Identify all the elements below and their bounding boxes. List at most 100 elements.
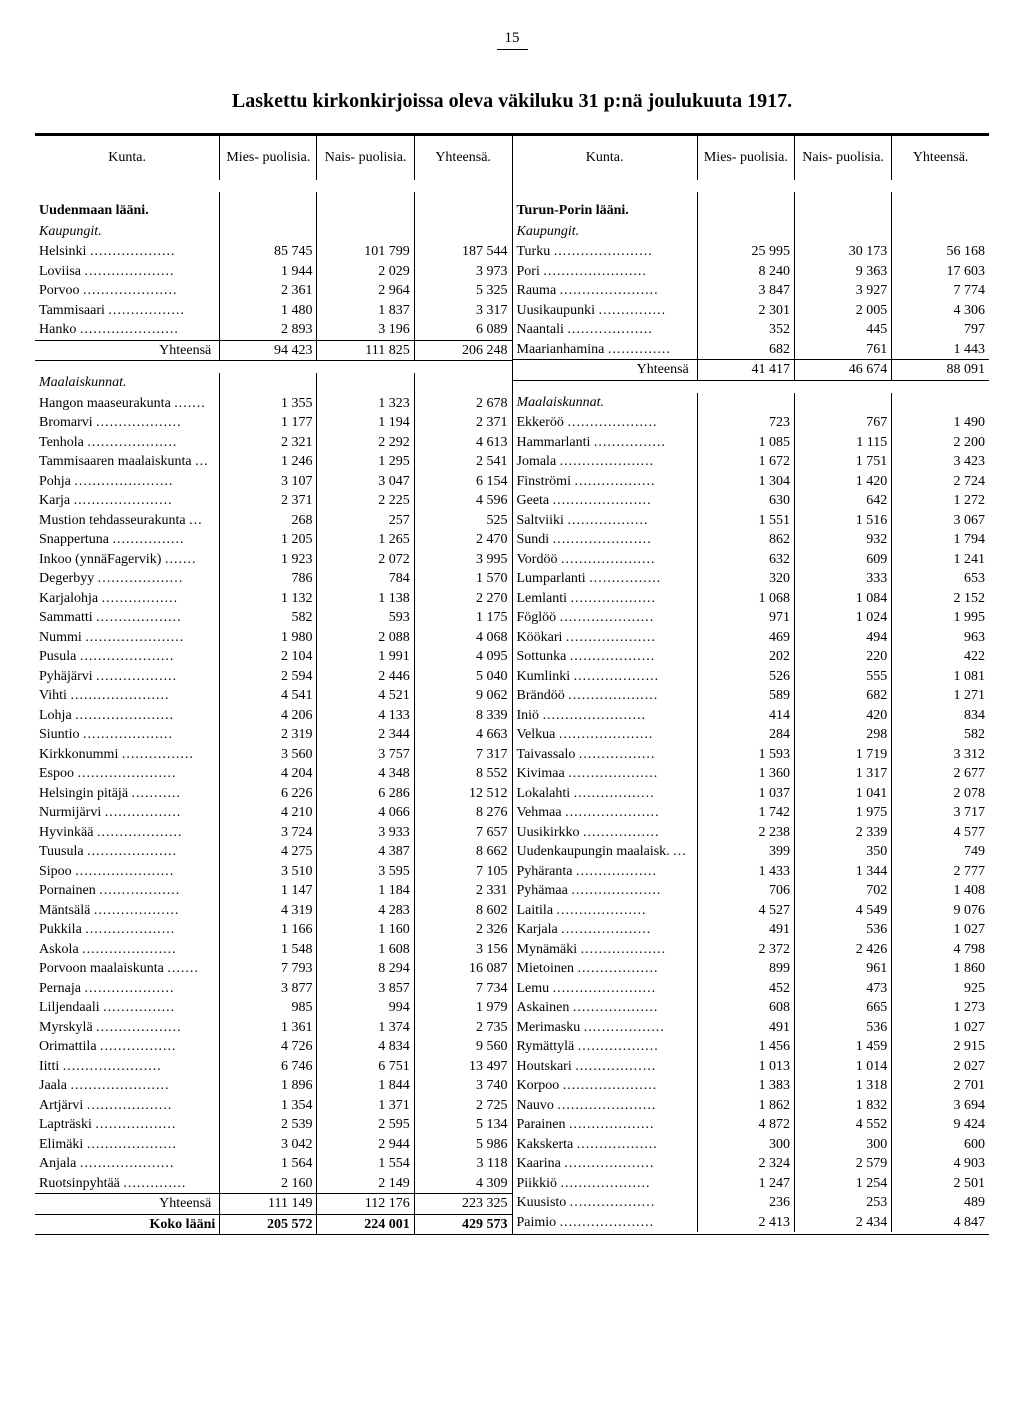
table-row: Piikkiö .................... 1 247 1 254… [513,1174,990,1194]
table-row: Hyvinkää ................... 3 724 3 933… [35,823,512,843]
total-row: Yhteensä 41 417 46 674 88 091 [513,360,990,381]
table-row: Helsinki ................... 85 745 101 … [35,242,512,262]
table-row: Brändöö .................... 589 682 1 2… [513,686,990,706]
table-row: Kivimaa .................... 1 360 1 317… [513,764,990,784]
section-head: Uudenmaan lääni. [35,192,512,222]
table-row: Uusikirkko ................. 2 238 2 339… [513,823,990,843]
table-row: Pohja ...................... 3 107 3 047… [35,472,512,492]
table-row: Hanko ...................... 2 893 3 196… [35,320,512,340]
table-row: Nurmijärvi ................. 4 210 4 066… [35,803,512,823]
table-row: Rauma ...................... 3 847 3 927… [513,281,990,301]
table-row: Hangon maaseurakunta ....... 1 355 1 323… [35,394,512,414]
table-row: Snappertuna ................ 1 205 1 265… [35,530,512,550]
table-row: Hammarlanti ................ 1 085 1 115… [513,433,990,453]
page-number: 15 [497,30,528,50]
table-row: Anjala ..................... 1 564 1 554… [35,1154,512,1174]
table-row: Tammisaaren maalaiskunta ... 1 246 1 295… [35,452,512,472]
th-yht: Yhteensä. [892,136,989,181]
table-row: Geeta ...................... 630 642 1 2… [513,491,990,511]
table-row: Houtskari .................. 1 013 1 014… [513,1057,990,1077]
table-row: Elimäki .................... 3 042 2 944… [35,1135,512,1155]
table-row: Kumlinki ................... 526 555 1 0… [513,667,990,687]
table-row: Myrskylä ................... 1 361 1 374… [35,1018,512,1038]
table-row: Merimasku .................. 491 536 1 0… [513,1018,990,1038]
table-row: Askainen ................... 608 665 1 2… [513,998,990,1018]
table-row: Orimattila ................. 4 726 4 834… [35,1037,512,1057]
table-row: Karjala .................... 491 536 1 0… [513,920,990,940]
table-row: Vordöö ..................... 632 609 1 2… [513,550,990,570]
table-row: Tuusula .................... 4 275 4 387… [35,842,512,862]
table-row: Mietoinen .................. 899 961 1 8… [513,959,990,979]
table-row: Kaarina .................... 2 324 2 579… [513,1154,990,1174]
table-row: Velkua ..................... 284 298 582 [513,725,990,745]
section-sub: Kaupungit. [513,222,990,243]
table-row: Kirkkonummi ................ 3 560 3 757… [35,745,512,765]
table-row: Ruotsinpyhtää .............. 2 160 2 149… [35,1174,512,1194]
total-row: Yhteensä 111 149 112 176 223 325 [35,1194,512,1215]
table-row: Uudenkaupungin maalaisk. ... 399 350 749 [513,842,990,862]
table-row: Porvoon maalaiskunta ....... 7 793 8 294… [35,959,512,979]
table-row: Ekkeröö .................... 723 767 1 4… [513,413,990,433]
table-row: Sammatti ................... 582 593 1 1… [35,608,512,628]
table-row: Rymättylä .................. 1 456 1 459… [513,1037,990,1057]
th-yht: Yhteensä. [414,136,511,181]
table-row: Köökari .................... 469 494 963 [513,628,990,648]
table-row: Karjalohja ................. 1 132 1 138… [35,589,512,609]
table-row: Lohja ...................... 4 206 4 133… [35,706,512,726]
table-row: Paimio ..................... 2 413 2 434… [513,1213,990,1233]
table-row: Pukkila .................... 1 166 1 160… [35,920,512,940]
table-row: Lumparlanti ................ 320 333 653 [513,569,990,589]
table-row: Lokalahti .................. 1 037 1 041… [513,784,990,804]
table-row: Pori ....................... 8 240 9 363… [513,262,990,282]
table-row: Pernaja .................... 3 877 3 857… [35,979,512,999]
section-sub: Maalaiskunnat. [513,393,990,414]
table-row: Artjärvi ................... 1 354 1 371… [35,1096,512,1116]
table-row: Mäntsälä ................... 4 319 4 283… [35,901,512,921]
table-row: Mustion tehdasseurakunta ... 268 257 525 [35,511,512,531]
table-row: Vehmaa ..................... 1 742 1 975… [513,803,990,823]
table-row: Kuusisto ................... 236 253 489 [513,1193,990,1213]
th-kunta: Kunta. [35,136,220,181]
table-row: Finströmi .................. 1 304 1 420… [513,472,990,492]
table-row: Saltviiki .................. 1 551 1 516… [513,511,990,531]
th-mies: Mies- puolisia. [220,136,317,181]
table-row: Iniö ....................... 414 420 834 [513,706,990,726]
table-row: Espoo ...................... 4 204 4 348… [35,764,512,784]
table-row: Karja ...................... 2 371 2 225… [35,491,512,511]
section-head: Turun-Porin lääni. [513,192,990,222]
table-row: Pornainen .................. 1 147 1 184… [35,881,512,901]
table-row: Jaala ...................... 1 896 1 844… [35,1076,512,1096]
section-sub: Maalaiskunnat. [35,373,512,394]
table-row: Degerbyy ................... 786 784 1 5… [35,569,512,589]
table-row: Föglöö ..................... 971 1 024 1… [513,608,990,628]
table-row: Parainen ................... 4 872 4 552… [513,1115,990,1135]
page-title: Laskettu kirkonkirjoissa oleva väkiluku … [35,90,989,113]
table-row: Maarianhamina .............. 682 761 1 4… [513,340,990,360]
table-row: Nummi ...................... 1 980 2 088… [35,628,512,648]
table-row: Iitti ...................... 6 746 6 751… [35,1057,512,1077]
table-row: Sipoo ...................... 3 510 3 595… [35,862,512,882]
table-row: Korpoo ..................... 1 383 1 318… [513,1076,990,1096]
table-row: Pyhäjärvi .................. 2 594 2 446… [35,667,512,687]
table-row: Nauvo ...................... 1 862 1 832… [513,1096,990,1116]
table-row: Turku ...................... 25 995 30 1… [513,242,990,262]
table-row: Porvoo ..................... 2 361 2 964… [35,281,512,301]
table-row: Loviisa .................... 1 944 2 029… [35,262,512,282]
total-row: Koko lääni 205 572 224 001 429 573 [35,1214,512,1234]
table-row: Helsingin pitäjä ........... 6 226 6 286… [35,784,512,804]
table-row: Mynämäki ................... 2 372 2 426… [513,940,990,960]
table-row: Lapträski .................. 2 539 2 595… [35,1115,512,1135]
table-row: Askola ..................... 1 548 1 608… [35,940,512,960]
left-table: Kunta. Mies- puolisia. Nais- puolisia. Y… [35,135,512,1234]
table-row: Uusikaupunki ............... 2 301 2 005… [513,301,990,321]
th-mies: Mies- puolisia. [697,136,794,181]
table-row: Tenhola .................... 2 321 2 292… [35,433,512,453]
table-row: Inkoo (ynnäFagervik) ....... 1 923 2 072… [35,550,512,570]
table-row: Taivassalo ................. 1 593 1 719… [513,745,990,765]
table-row: Kakskerta .................. 300 300 600 [513,1135,990,1155]
section-sub: Kaupungit. [35,222,512,243]
th-nais: Nais- puolisia. [317,136,414,181]
table-row: Tammisaari ................. 1 480 1 837… [35,301,512,321]
table-row: Lemlanti ................... 1 068 1 084… [513,589,990,609]
total-row: Yhteensä 94 423 111 825 206 248 [35,340,512,361]
